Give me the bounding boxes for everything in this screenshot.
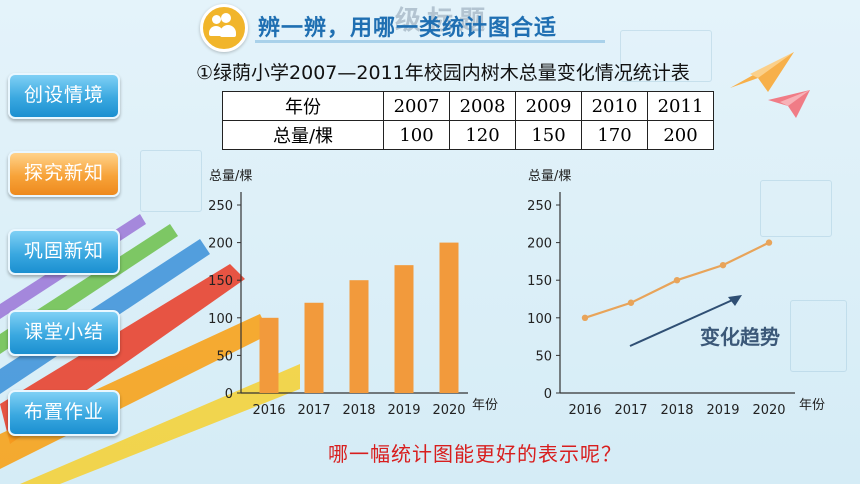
trend-arrow-head: [728, 295, 742, 306]
table-cell: 120: [449, 120, 516, 150]
nav-item-explore-new[interactable]: 探究新知: [8, 151, 120, 197]
nav-item-homework[interactable]: 布置作业: [8, 390, 120, 436]
bar: [439, 242, 459, 393]
data-point: [627, 299, 635, 306]
data-point: [581, 314, 589, 321]
nav-item-consolidate[interactable]: 巩固新知: [8, 229, 120, 275]
x-tick-label: 2018: [342, 403, 375, 418]
bar: [394, 265, 414, 393]
table-header-total: 总量/棵: [222, 120, 384, 150]
x-tick-label: 2020: [752, 403, 785, 418]
data-point: [719, 261, 727, 269]
y-tick-label: 100: [208, 312, 233, 327]
table-title: ①绿荫小学2007—2011年校园内树木总量变化情况统计表: [196, 62, 690, 84]
table-cell: 200: [647, 120, 714, 150]
people-icon: [200, 4, 248, 52]
x-axis-label: 年份: [472, 398, 498, 413]
table-cell: 2008: [449, 91, 516, 121]
y-tick-label: 0: [544, 387, 552, 402]
stats-table: 年份 2007 2008 2009 2010 2011 总量/棵 100 120…: [222, 91, 714, 150]
y-tick-label: 150: [527, 274, 552, 289]
table-row: 总量/棵 100 120 150 170 200: [222, 120, 714, 150]
y-tick-label: 100: [527, 312, 552, 327]
paper-plane-icon: [768, 90, 810, 118]
x-tick-label: 2019: [706, 403, 739, 418]
bg-tile: [790, 300, 847, 372]
table-cell: 100: [383, 120, 450, 150]
bg-tile: [620, 30, 712, 82]
trend-annotation: 变化趋势: [700, 325, 780, 349]
x-tick-label: 2017: [614, 403, 647, 418]
bar: [259, 317, 279, 393]
y-tick-label: 200: [527, 237, 552, 252]
y-tick-label: 250: [208, 199, 233, 214]
page-title: 辨一辨，用哪一类统计图合适: [258, 16, 558, 41]
x-tick-label: 2020: [432, 403, 465, 418]
table-cell: 150: [515, 120, 582, 150]
y-tick-label: 50: [535, 349, 552, 364]
y-axis-label: 总量/棵: [209, 169, 252, 184]
x-tick-label: 2018: [660, 403, 693, 418]
bar: [349, 280, 369, 393]
bg-tile: [760, 180, 832, 237]
y-tick-label: 250: [527, 199, 552, 214]
x-tick-label: 2016: [568, 403, 601, 418]
question-text: 哪一幅统计图能更好的表示呢？: [328, 442, 622, 466]
data-point: [765, 239, 773, 246]
y-tick-label: 0: [225, 387, 233, 402]
table-cell: 2009: [515, 91, 582, 121]
header-watermark: 级标题: [395, 6, 492, 36]
bg-tile: [140, 150, 202, 212]
table-cell: 170: [581, 120, 648, 150]
title-underline: [255, 40, 605, 43]
y-tick-label: 200: [208, 237, 233, 252]
paper-plane-icon: [730, 52, 794, 92]
table-row: 年份 2007 2008 2009 2010 2011: [222, 91, 714, 121]
y-axis-label: 总量/棵: [528, 169, 571, 184]
x-tick-label: 2019: [387, 403, 420, 418]
x-tick-label: 2017: [297, 403, 330, 418]
table-cell: 2011: [647, 91, 714, 121]
y-tick-label: 50: [216, 349, 233, 364]
data-point: [673, 277, 681, 284]
nav-item-create-context[interactable]: 创设情境: [8, 73, 120, 119]
x-axis-label: 年份: [799, 398, 825, 413]
nav-item-summary[interactable]: 课堂小结: [8, 310, 120, 356]
bar: [304, 302, 324, 393]
trend-arrow: [629, 297, 738, 347]
x-tick-label: 2016: [252, 403, 285, 418]
y-tick-label: 150: [208, 274, 233, 289]
